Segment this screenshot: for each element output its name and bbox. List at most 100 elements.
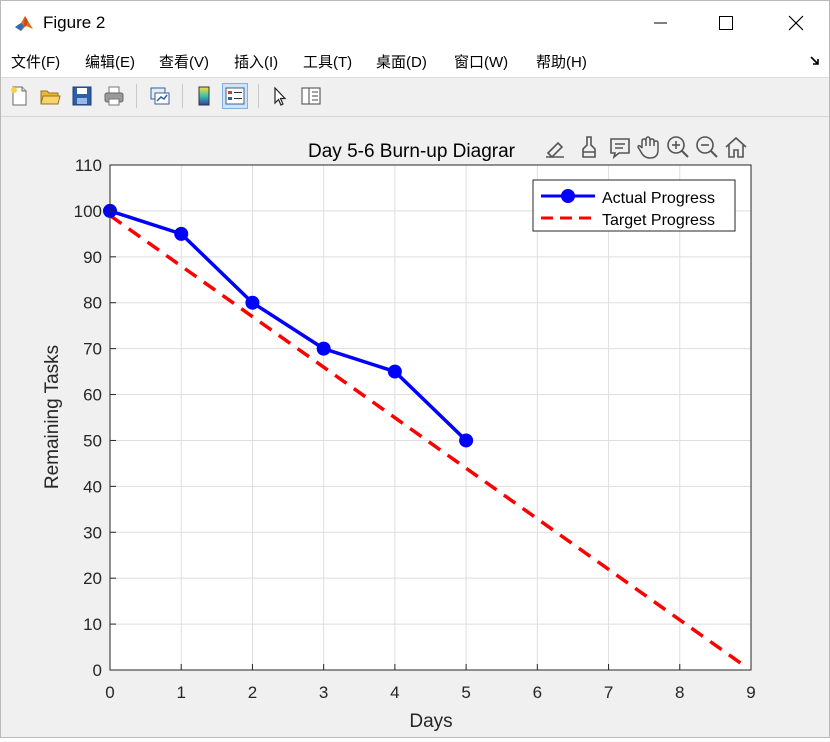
series-group (103, 203, 745, 667)
toolbar-separator (258, 84, 259, 108)
legend[interactable]: Actual Progress Target Progress (532, 179, 736, 232)
edit-plot-button[interactable] (267, 83, 293, 109)
actual-progress-point (387, 364, 402, 379)
edit-pointer-icon (274, 86, 287, 106)
target-progress-line (108, 214, 745, 667)
x-tick-label: 2 (248, 683, 257, 702)
legend-label-actual: Actual Progress (602, 190, 715, 207)
y-tick-label: 60 (83, 386, 102, 405)
actual-progress-point (316, 341, 331, 356)
legend-label-target: Target Progress (602, 212, 715, 229)
x-tick-label: 3 (319, 683, 328, 702)
y-tick-label: 100 (74, 202, 102, 221)
zoom-in-button[interactable] (667, 136, 689, 158)
legend-marker-actual (561, 189, 575, 203)
y-tick-label: 90 (83, 248, 102, 267)
y-axis-label: Remaining Tasks (42, 345, 63, 489)
actual-progress-point (245, 295, 260, 310)
legend-box (532, 179, 736, 232)
zoom-out-icon (696, 136, 718, 158)
menu-desktop[interactable]: 桌面(D) (376, 54, 427, 71)
new-figure-button[interactable] (6, 83, 32, 109)
home-icon (725, 136, 747, 158)
open-file-button[interactable] (37, 83, 63, 109)
y-tick-label: 40 (83, 477, 102, 496)
menu-edit[interactable]: 编辑(E) (85, 54, 135, 71)
matlab-icon (13, 12, 35, 34)
x-tick-label: 6 (533, 683, 542, 702)
save-icon (72, 86, 92, 106)
y-tick-label: 110 (75, 156, 102, 175)
menu-view[interactable]: 查看(V) (159, 54, 209, 71)
pan-button[interactable] (637, 136, 659, 159)
open-folder-icon (40, 90, 61, 105)
home-button[interactable] (725, 136, 747, 158)
chart-title: Day 5-6 Burn-up Diagrar (308, 141, 516, 162)
y-tick-label: 50 (83, 431, 102, 450)
x-tick-label: 5 (461, 683, 470, 702)
new-file-icon (11, 86, 27, 106)
y-tick-label: 0 (93, 661, 102, 680)
legend-button[interactable] (222, 83, 248, 109)
colorbar-icon (198, 86, 210, 106)
close-button[interactable] (773, 1, 819, 45)
menu-bar: 文件(F) 编辑(E) 查看(V) 插入(I) 工具(T) 桌面(D) 窗口(W… (1, 45, 829, 78)
toolbar-separator (182, 84, 183, 108)
x-tick-label: 9 (746, 683, 755, 702)
property-inspector-icon (301, 87, 321, 105)
data-tip-button[interactable] (610, 138, 630, 160)
property-inspector-button[interactable] (298, 83, 324, 109)
axes-box (109, 164, 752, 671)
minimize-button[interactable] (637, 1, 683, 45)
menu-help[interactable]: 帮助(H) (536, 54, 587, 71)
toolbar-separator (136, 84, 137, 108)
y-tick-label: 80 (83, 294, 102, 313)
actual-progress-line (109, 209, 468, 442)
menu-tools[interactable]: 工具(T) (303, 54, 353, 71)
x-tick-label: 8 (675, 683, 684, 702)
minimize-icon (654, 22, 667, 24)
link-plot-icon (150, 87, 170, 105)
save-button[interactable] (69, 83, 95, 109)
x-axis-label: Days (409, 711, 452, 732)
data-tip-icon (610, 138, 630, 160)
print-icon (104, 86, 124, 106)
x-tick-label: 1 (176, 683, 185, 702)
brush-edit-icon (546, 141, 564, 159)
zoom-in-icon (667, 136, 689, 158)
figure-canvas[interactable]: 0 1 2 3 4 5 6 7 8 9 0 10 20 30 40 50 60 70 80 90 100 110 Day … (1, 117, 829, 737)
x-tick-label: 7 (604, 683, 613, 702)
data-brush-button[interactable] (582, 136, 596, 158)
brush-edit-button[interactable] (544, 135, 570, 161)
link-plot-button[interactable] (147, 83, 173, 109)
title-bar[interactable]: Figure 2 (1, 1, 829, 45)
x-tick-label: 0 (105, 683, 114, 702)
maximize-button[interactable] (703, 1, 749, 45)
y-tick-label: 30 (83, 523, 102, 542)
x-tick-label: 4 (390, 683, 399, 702)
data-brush-icon (582, 136, 596, 158)
figure-toolbar (1, 78, 829, 117)
maximize-icon (719, 16, 733, 30)
menu-insert[interactable]: 插入(I) (234, 54, 279, 71)
y-tick-label: 20 (83, 569, 102, 588)
dock-arrow-icon[interactable] (809, 55, 821, 67)
menu-file[interactable]: 文件(F) (11, 54, 61, 71)
legend-icon (225, 87, 245, 105)
menu-window[interactable]: 窗口(W) (454, 54, 509, 71)
print-button[interactable] (101, 83, 127, 109)
axes-toolbar (544, 135, 747, 161)
pan-hand-icon (637, 136, 659, 159)
close-icon (788, 15, 804, 31)
window-title: Figure 2 (43, 13, 106, 32)
zoom-out-button[interactable] (696, 136, 718, 158)
actual-progress-point (174, 226, 189, 241)
axes-background (110, 165, 751, 670)
y-tick-label: 10 (83, 615, 102, 634)
actual-progress-point (459, 433, 474, 448)
y-tick-label: 70 (83, 340, 102, 359)
colorbar-button[interactable] (191, 83, 217, 109)
